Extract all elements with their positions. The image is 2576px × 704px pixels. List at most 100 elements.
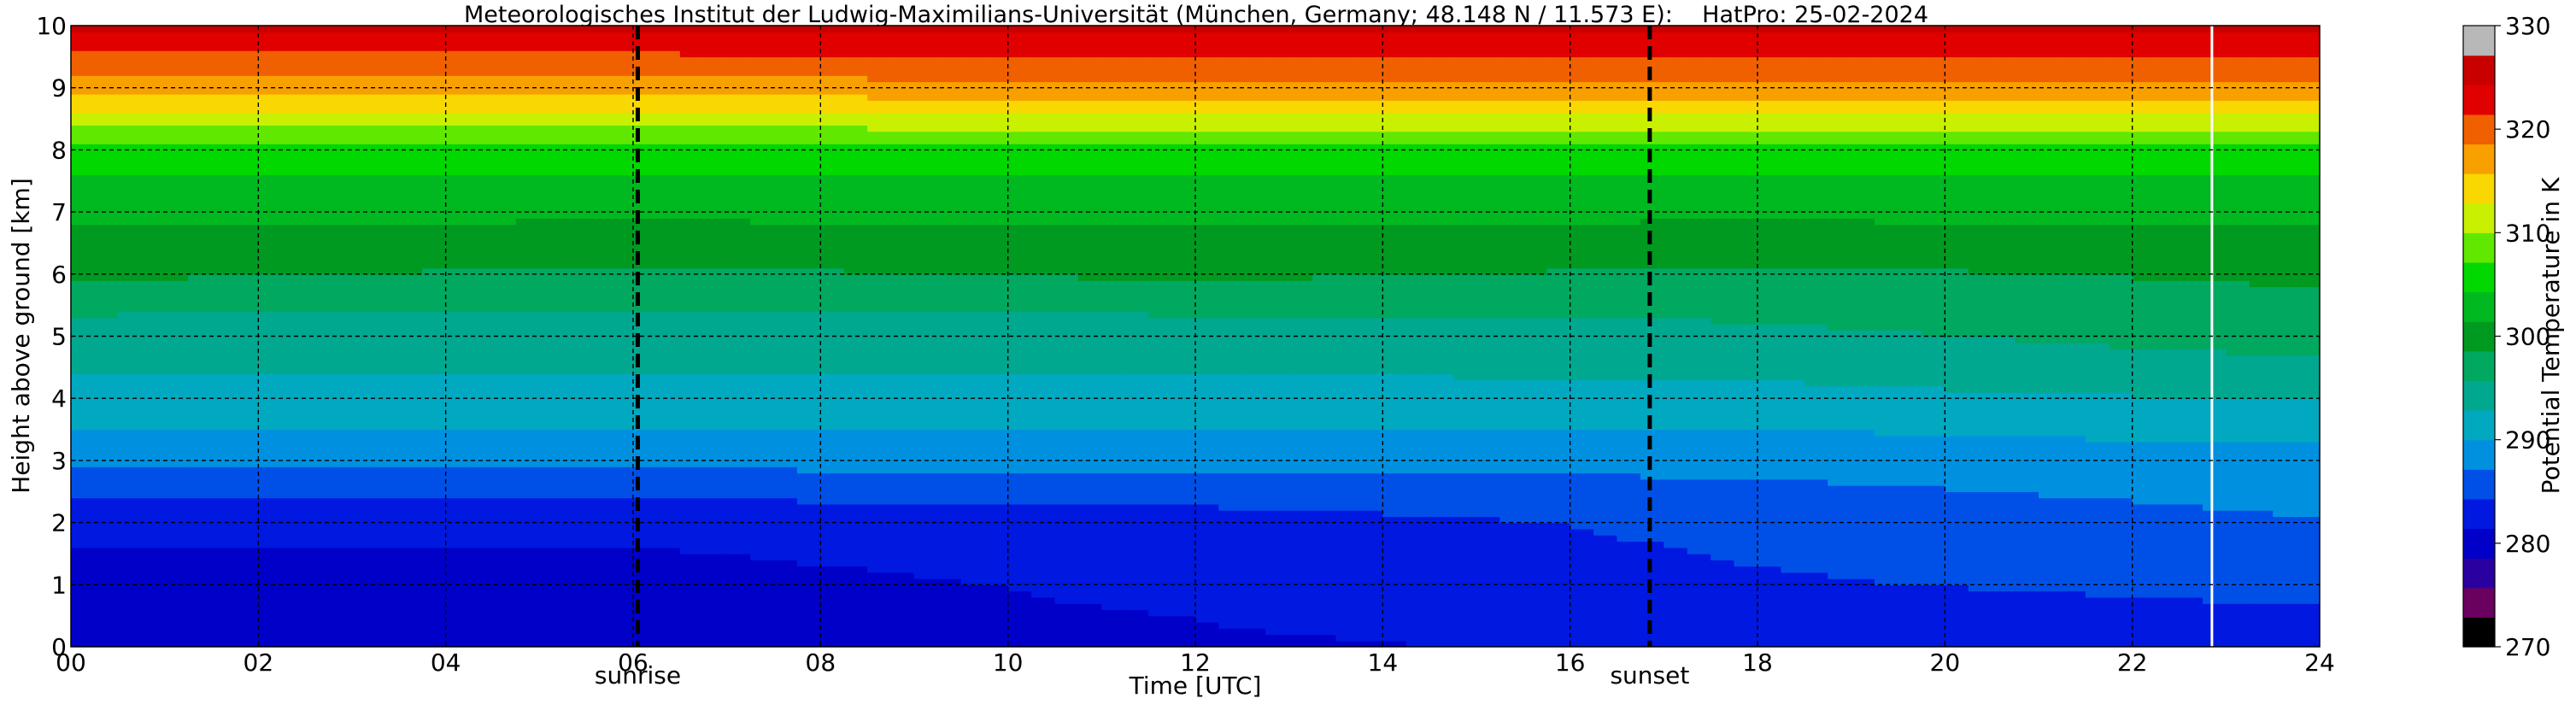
heatmap-cell	[258, 286, 283, 294]
heatmap-cell	[1148, 547, 1173, 554]
heatmap-cell	[117, 484, 142, 492]
heatmap-cell	[258, 249, 283, 256]
heatmap-cell	[609, 144, 634, 151]
heatmap-cell	[469, 541, 494, 549]
heatmap-cell	[1171, 621, 1196, 629]
heatmap-cell	[867, 305, 892, 313]
heatmap-cell	[562, 131, 587, 138]
heatmap-cell	[609, 484, 634, 492]
heatmap-cell	[1077, 547, 1103, 554]
heatmap-cell	[445, 584, 470, 592]
heatmap-cell	[937, 317, 962, 325]
heatmap-cell	[796, 367, 822, 374]
heatmap-cell	[1101, 75, 1126, 83]
heatmap-cell	[515, 566, 541, 573]
heatmap-cell	[890, 522, 915, 530]
heatmap-cell	[328, 603, 353, 611]
heatmap-cell	[281, 286, 306, 294]
heatmap-cell	[492, 286, 517, 294]
heatmap-cell	[281, 292, 306, 300]
heatmap-cell	[984, 584, 1009, 592]
heatmap-cell	[1031, 243, 1056, 250]
heatmap-cell	[305, 460, 330, 467]
heatmap-cell	[1007, 298, 1032, 306]
heatmap-cell	[1171, 38, 1196, 45]
heatmap-cell	[469, 423, 494, 431]
heatmap-cell	[539, 212, 564, 220]
heatmap-cell	[586, 385, 611, 393]
heatmap-cell	[258, 230, 283, 238]
heatmap-cell	[258, 615, 283, 623]
heatmap-cell	[71, 131, 96, 138]
heatmap-cell	[469, 317, 494, 325]
heatmap-cell	[188, 112, 213, 120]
heatmap-cell	[71, 417, 96, 424]
heatmap-cell	[750, 199, 775, 207]
heatmap-cell	[890, 243, 915, 250]
heatmap-cell	[515, 87, 541, 95]
heatmap-cell	[562, 404, 587, 412]
heatmap-cell	[1031, 478, 1056, 486]
heatmap-cell	[1101, 603, 1126, 611]
heatmap-cell	[609, 218, 634, 226]
heatmap-cell	[914, 484, 939, 492]
heatmap-cell	[1101, 161, 1126, 169]
heatmap-cell	[1171, 100, 1196, 108]
heatmap-cell	[375, 528, 400, 536]
heatmap-cell	[71, 484, 96, 492]
heatmap-cell	[1077, 491, 1103, 499]
heatmap-cell	[796, 330, 822, 337]
heatmap-cell	[281, 596, 306, 604]
heatmap-cell	[539, 503, 564, 511]
heatmap-cell	[445, 44, 470, 51]
heatmap-cell	[1077, 168, 1103, 176]
heatmap-cell	[515, 249, 541, 256]
heatmap-cell	[1124, 336, 1149, 343]
heatmap-cell	[562, 553, 587, 560]
heatmap-cell	[773, 404, 798, 412]
heatmap-cell	[492, 292, 517, 300]
heatmap-cell	[258, 144, 283, 151]
heatmap-cell	[422, 311, 447, 319]
heatmap-cell	[375, 131, 400, 138]
heatmap-cell	[1148, 68, 1173, 76]
heatmap-cell	[469, 615, 494, 623]
heatmap-cell	[71, 541, 96, 549]
heatmap-cell	[937, 528, 962, 536]
heatmap-cell	[469, 367, 494, 374]
heatmap-cell	[890, 628, 915, 636]
heatmap-cell	[703, 640, 728, 647]
heatmap-cell	[914, 155, 939, 163]
heatmap-cell	[984, 528, 1009, 536]
heatmap-cell	[1171, 62, 1196, 70]
heatmap-cell	[703, 547, 728, 554]
heatmap-cell	[960, 224, 985, 232]
heatmap-cell	[328, 478, 353, 486]
heatmap-cell	[1218, 410, 1243, 418]
heatmap-cell	[1124, 535, 1149, 543]
heatmap-cell	[562, 38, 587, 45]
heatmap-cell	[586, 292, 611, 300]
heatmap-cell	[960, 385, 985, 393]
heatmap-cell	[117, 541, 142, 549]
heatmap-cell	[609, 578, 634, 585]
heatmap-cell	[726, 448, 751, 455]
heatmap-cell	[609, 75, 634, 83]
heatmap-cell	[843, 125, 868, 132]
heatmap-cell	[515, 137, 541, 144]
heatmap-cell	[726, 553, 751, 560]
heatmap-cell	[258, 535, 283, 543]
heatmap-cell	[679, 106, 704, 114]
heatmap-cell	[843, 155, 868, 163]
heatmap-cell	[890, 87, 915, 95]
heatmap-cell	[1077, 355, 1103, 362]
heatmap-cell	[586, 417, 611, 424]
heatmap-cell	[305, 423, 330, 431]
heatmap-cell	[867, 634, 892, 642]
heatmap-cell	[703, 417, 728, 424]
heatmap-cell	[773, 466, 798, 474]
heatmap-cell	[843, 429, 868, 437]
heatmap-cell	[1101, 503, 1126, 511]
heatmap-cell	[1007, 144, 1032, 151]
heatmap-cell	[890, 317, 915, 325]
